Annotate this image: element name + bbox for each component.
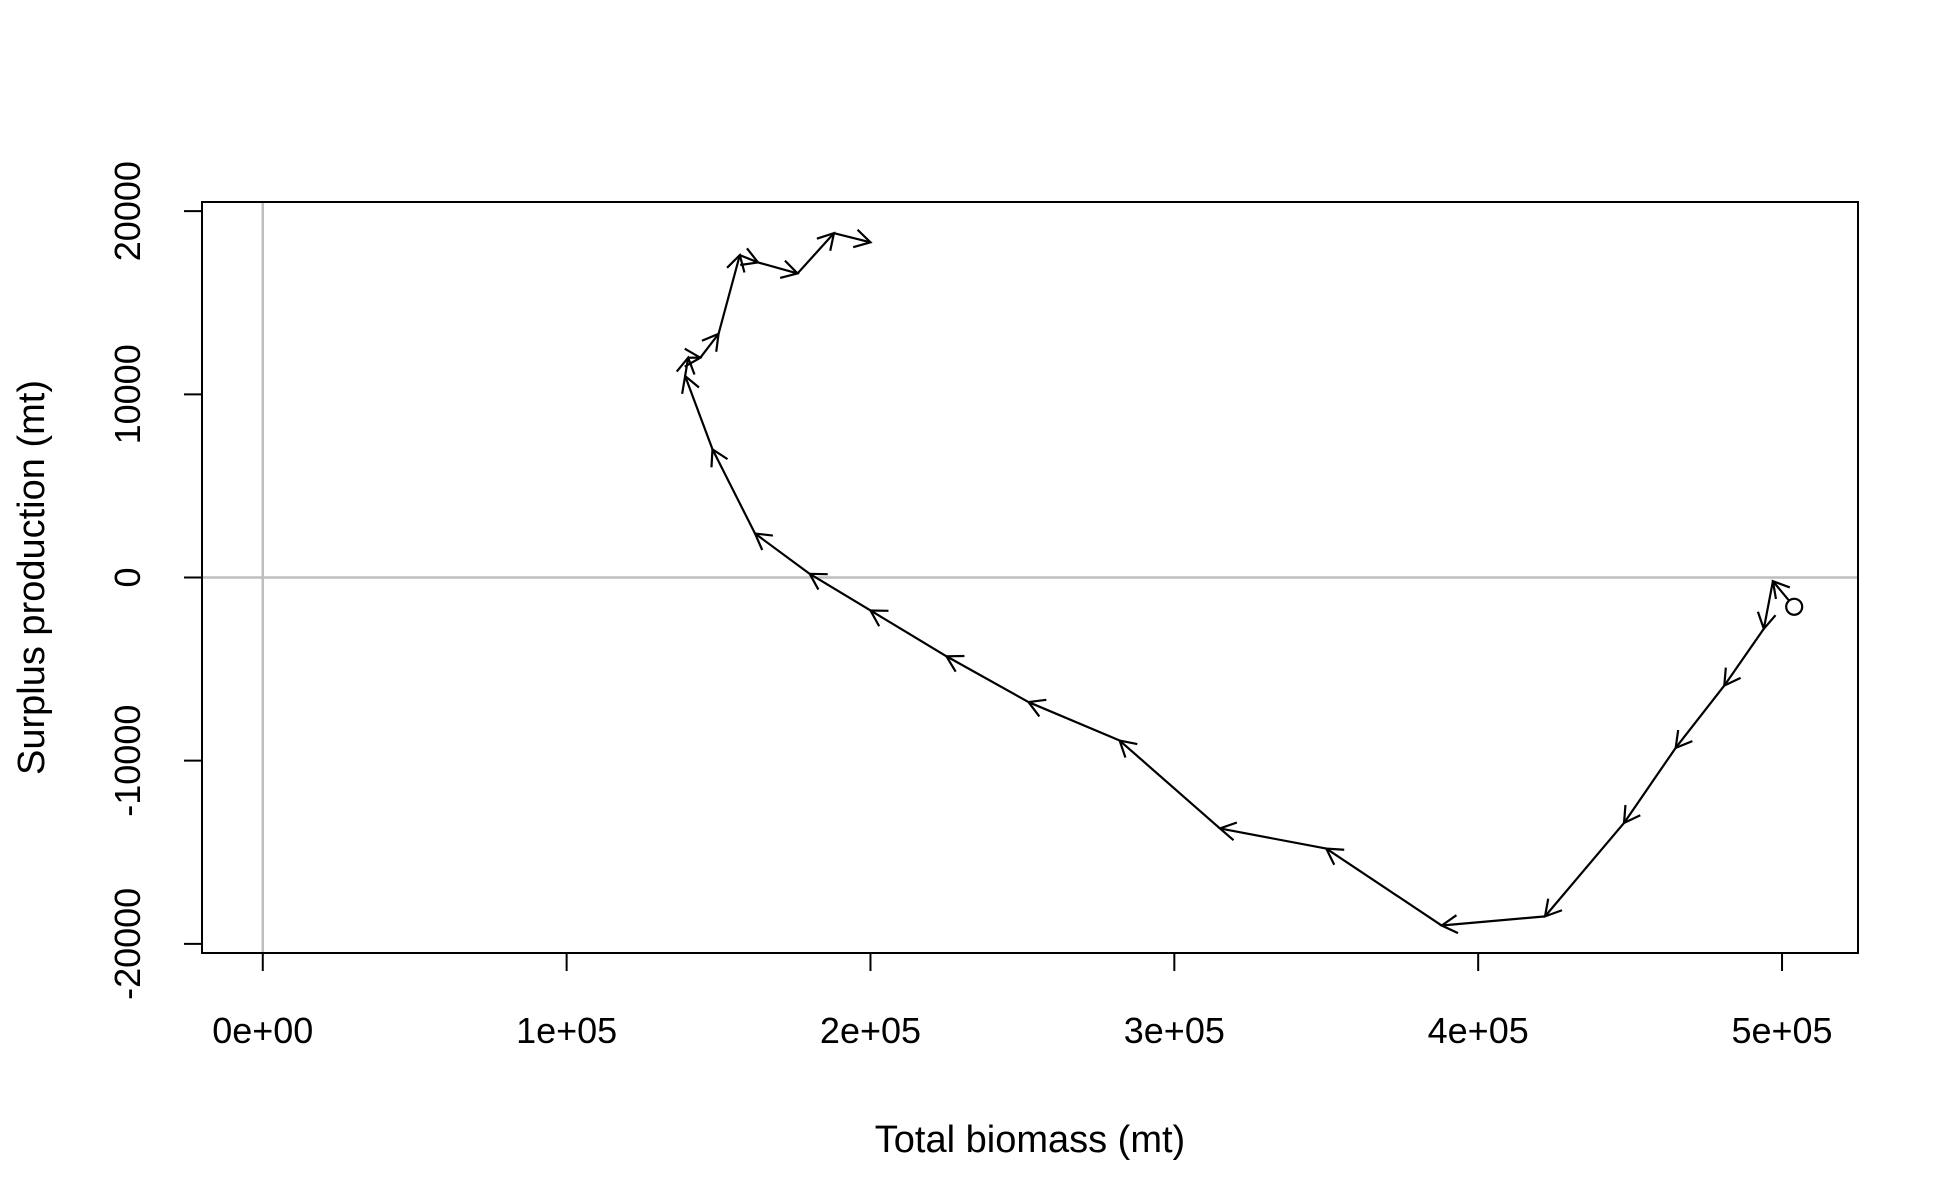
- trajectory-segment: [1623, 747, 1677, 824]
- y-tick-label: -10000: [107, 705, 148, 817]
- trajectory-segment: [754, 532, 811, 575]
- x-tick-label: 5e+05: [1731, 1010, 1832, 1051]
- y-tick-label: 20000: [107, 161, 148, 261]
- trajectory-segment: [699, 333, 720, 359]
- trajectory-segment: [1441, 915, 1546, 927]
- y-axis: -20000 -10000 0 10000 20000: [107, 161, 203, 1000]
- trajectory-segment: [717, 254, 741, 335]
- trajectory-segment: [757, 261, 798, 275]
- x-axis-title: Total biomass (mt): [875, 1119, 1185, 1161]
- trajectory-segment: [945, 655, 1030, 704]
- x-tick-label: 2e+05: [820, 1010, 921, 1051]
- trajectory-segment: [1028, 701, 1121, 742]
- trajectory-segment: [809, 572, 872, 612]
- trajectory-segment: [1325, 847, 1443, 927]
- x-tick-label: 3e+05: [1124, 1010, 1225, 1051]
- y-tick-label: 10000: [107, 344, 148, 444]
- trajectory-segment: [833, 232, 871, 244]
- reference-lines: [202, 202, 1858, 953]
- x-tick-label: 1e+05: [516, 1010, 617, 1051]
- y-tick-label: -20000: [107, 888, 148, 1000]
- trajectory-segment: [739, 254, 759, 264]
- x-tick-label: 0e+00: [212, 1010, 313, 1051]
- x-axis: 0e+00 1e+05 2e+05 3e+05 4e+05 5e+05: [212, 952, 1833, 1051]
- trajectory-arrowhead: [852, 228, 873, 249]
- trajectory-segment: [684, 375, 714, 450]
- x-tick-label: 4e+05: [1428, 1010, 1529, 1051]
- trajectory-segment: [796, 232, 835, 275]
- trajectory-segment: [1674, 684, 1726, 749]
- trajectory-segment: [711, 448, 756, 535]
- trajectory-segment: [1762, 580, 1775, 629]
- start-point-marker: [1785, 597, 1804, 616]
- trajectory-segment: [1219, 827, 1327, 850]
- trajectory-segment: [1118, 739, 1221, 830]
- trajectory-segment: [1544, 822, 1625, 918]
- y-tick-label: 0: [107, 567, 148, 587]
- trajectory-segment: [1723, 628, 1765, 687]
- y-axis-title: Surplus production (mt): [11, 380, 53, 775]
- trajectory-segment: [869, 609, 948, 658]
- biomass-production-trajectory: [675, 228, 1804, 935]
